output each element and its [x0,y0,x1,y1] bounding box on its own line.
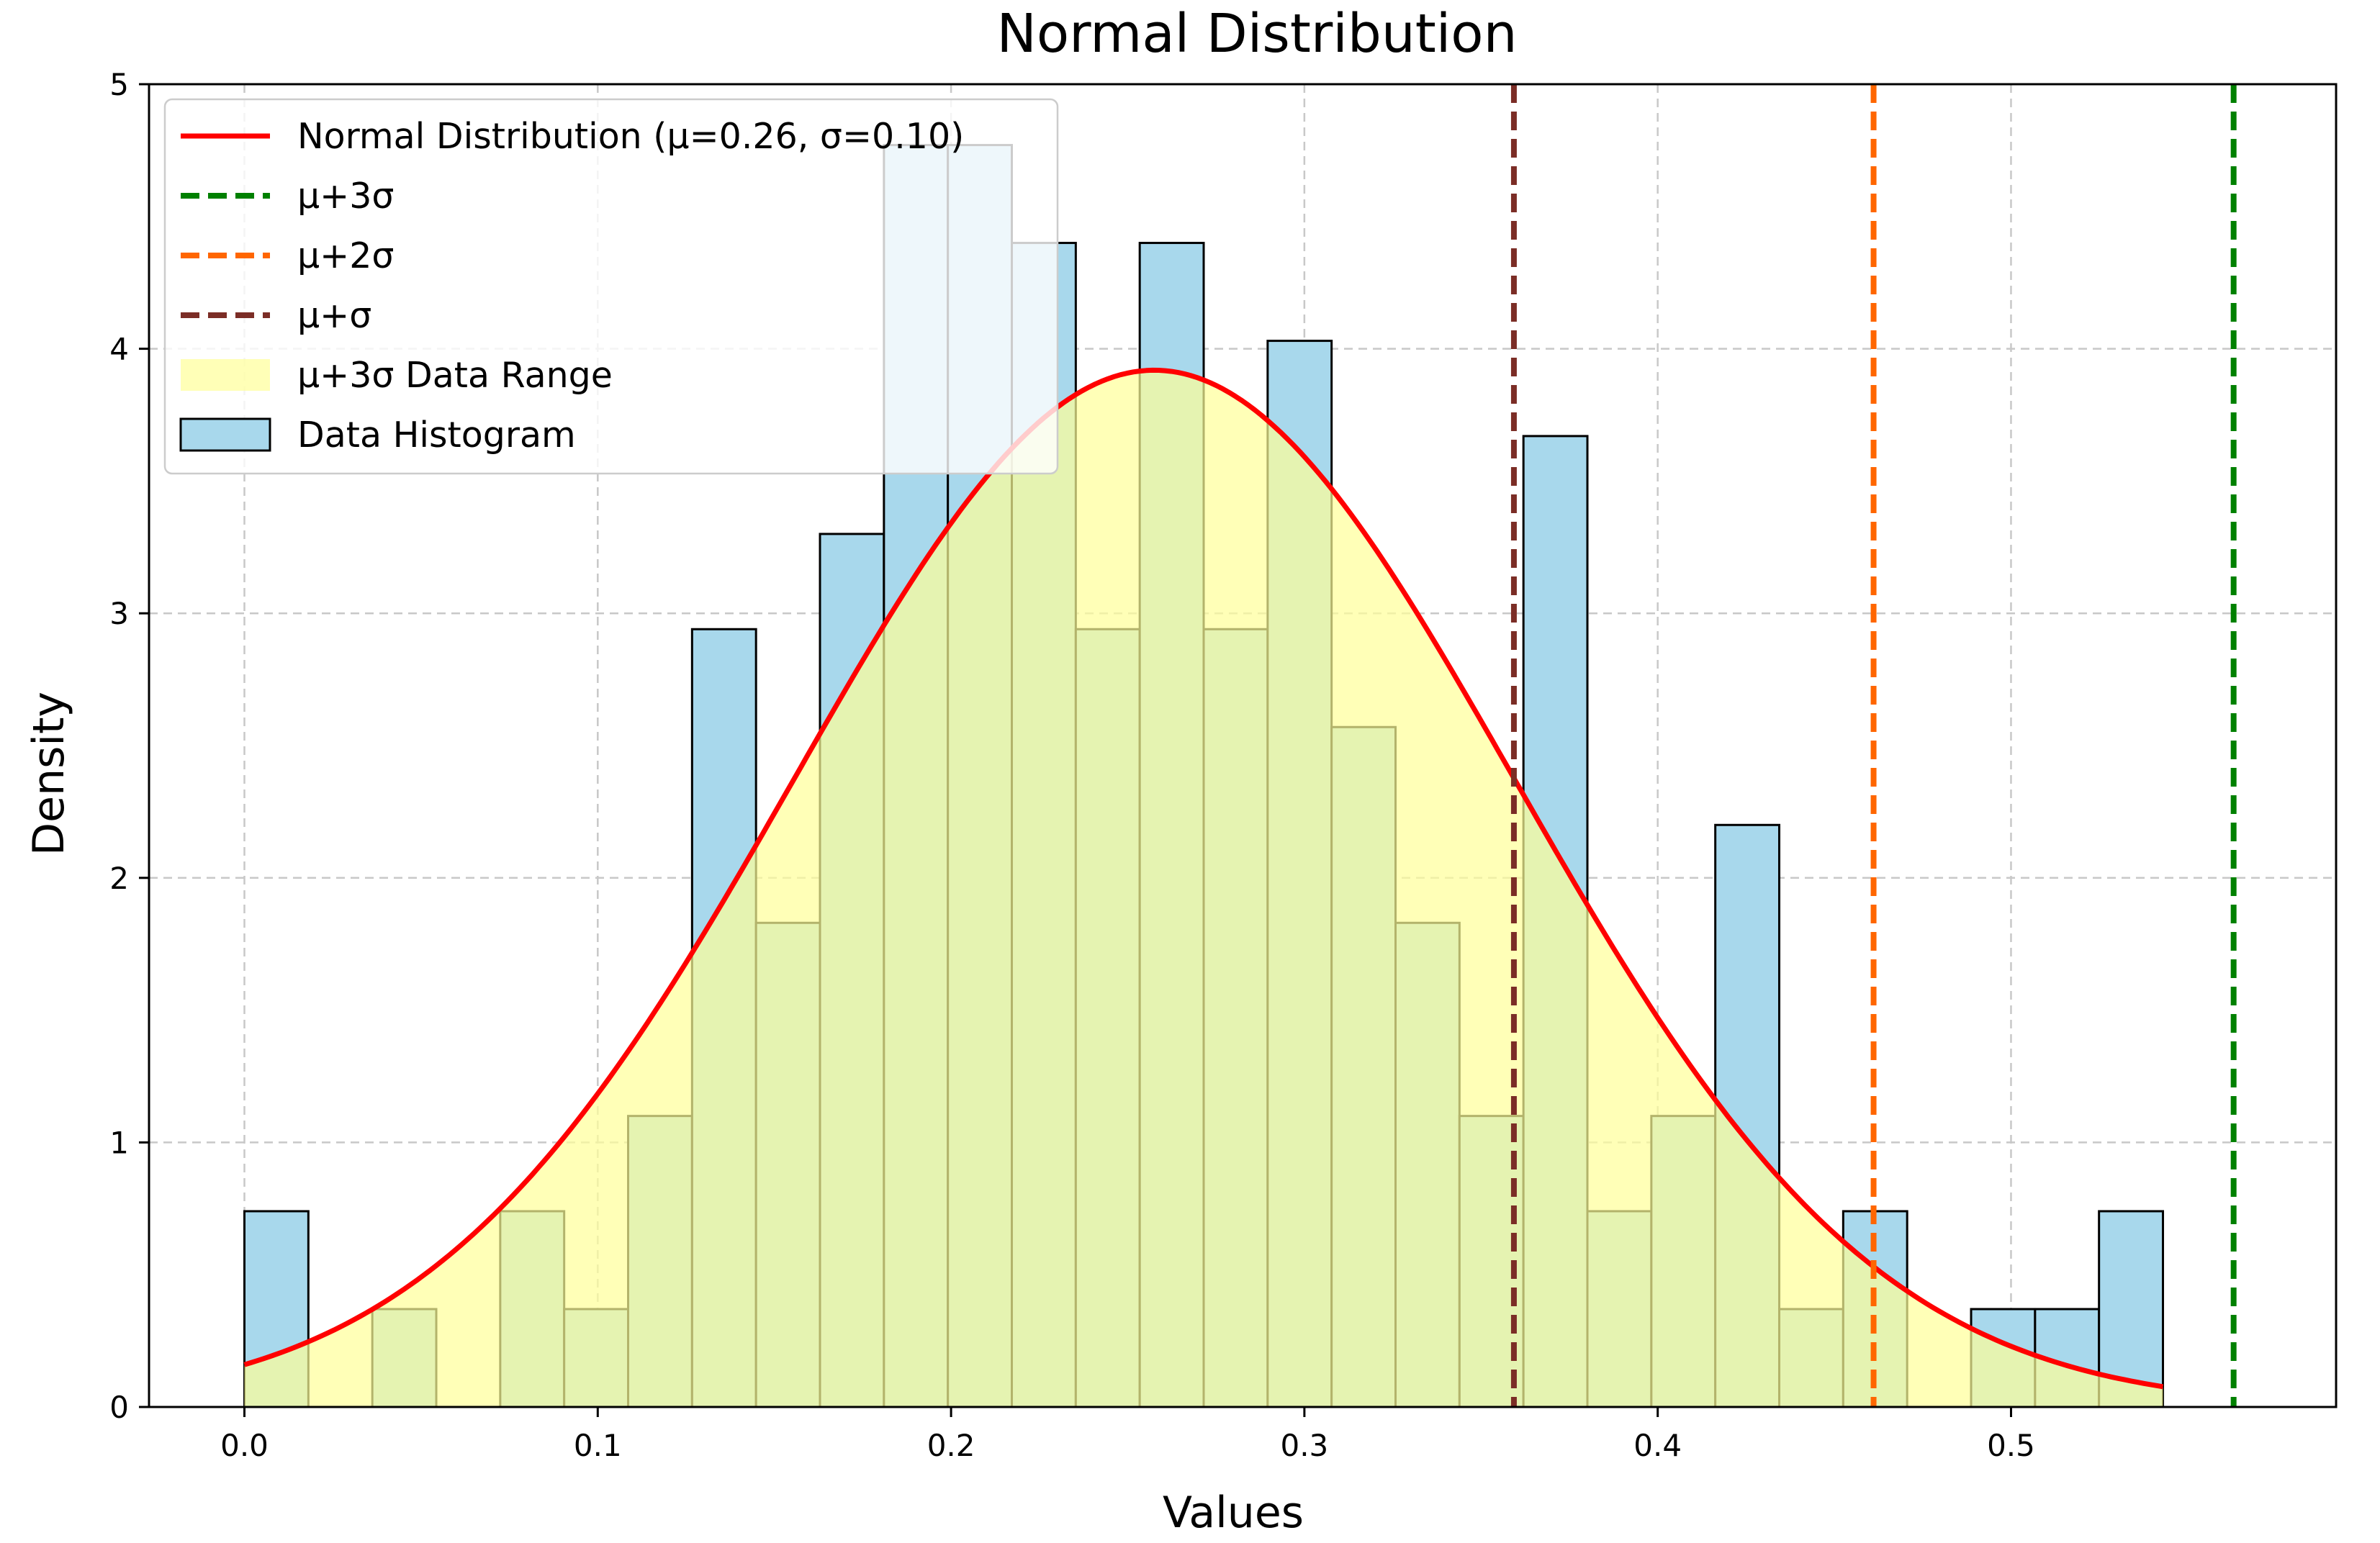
x-axis-label: Values [1163,1488,1304,1538]
y-tick-label-2: 2 [109,861,129,896]
axes-frame [148,83,2338,1408]
y-tick-label-0: 0 [109,1390,129,1425]
legend-2-label: μ+2σ [297,235,394,276]
normal-curve-line [243,367,2164,1390]
y-tick-label-3: 3 [109,596,129,631]
sigma-lines [1510,84,2237,1407]
legend-0-label: Normal Distribution (μ=0.26, σ=0.10) [297,116,964,157]
x-tick-label-2: 0.2 [927,1428,975,1463]
legend-5-label: Data Histogram [297,415,576,456]
x-tick-label-5: 0.5 [1987,1428,2035,1463]
y-tick-label-1: 1 [109,1125,129,1160]
legend-4-label: μ+3σ Data Range [297,355,613,396]
data-range-area [244,370,2163,1407]
legend: Normal Distribution (μ=0.26, σ=0.10) μ+3σ… [163,98,1059,475]
y-tick-label-5: 5 [109,67,129,102]
legend-1-label: μ+3σ [297,176,394,217]
legend-4-patch-handle [181,359,270,391]
x-tick-label-0: 0.0 [220,1428,269,1463]
y-tick-label-4: 4 [109,332,129,367]
legend-box [163,98,1059,475]
normal-curve [243,367,2164,1390]
data-range-fill [244,370,2163,1407]
x-tick-label-4: 0.4 [1633,1428,1682,1463]
legend-3-label: μ+σ [297,295,371,336]
chart-title: Normal Distribution [997,3,1518,65]
x-tick-label-3: 0.3 [1280,1428,1328,1463]
legend-5-patch-handle [179,417,271,452]
axes: 0.0 0.1 0.2 0.3 0.4 0.5 0 1 2 3 4 5 [109,67,2338,1463]
x-tick-label-1: 0.1 [574,1428,622,1463]
y-axis-label: Density [24,692,74,856]
